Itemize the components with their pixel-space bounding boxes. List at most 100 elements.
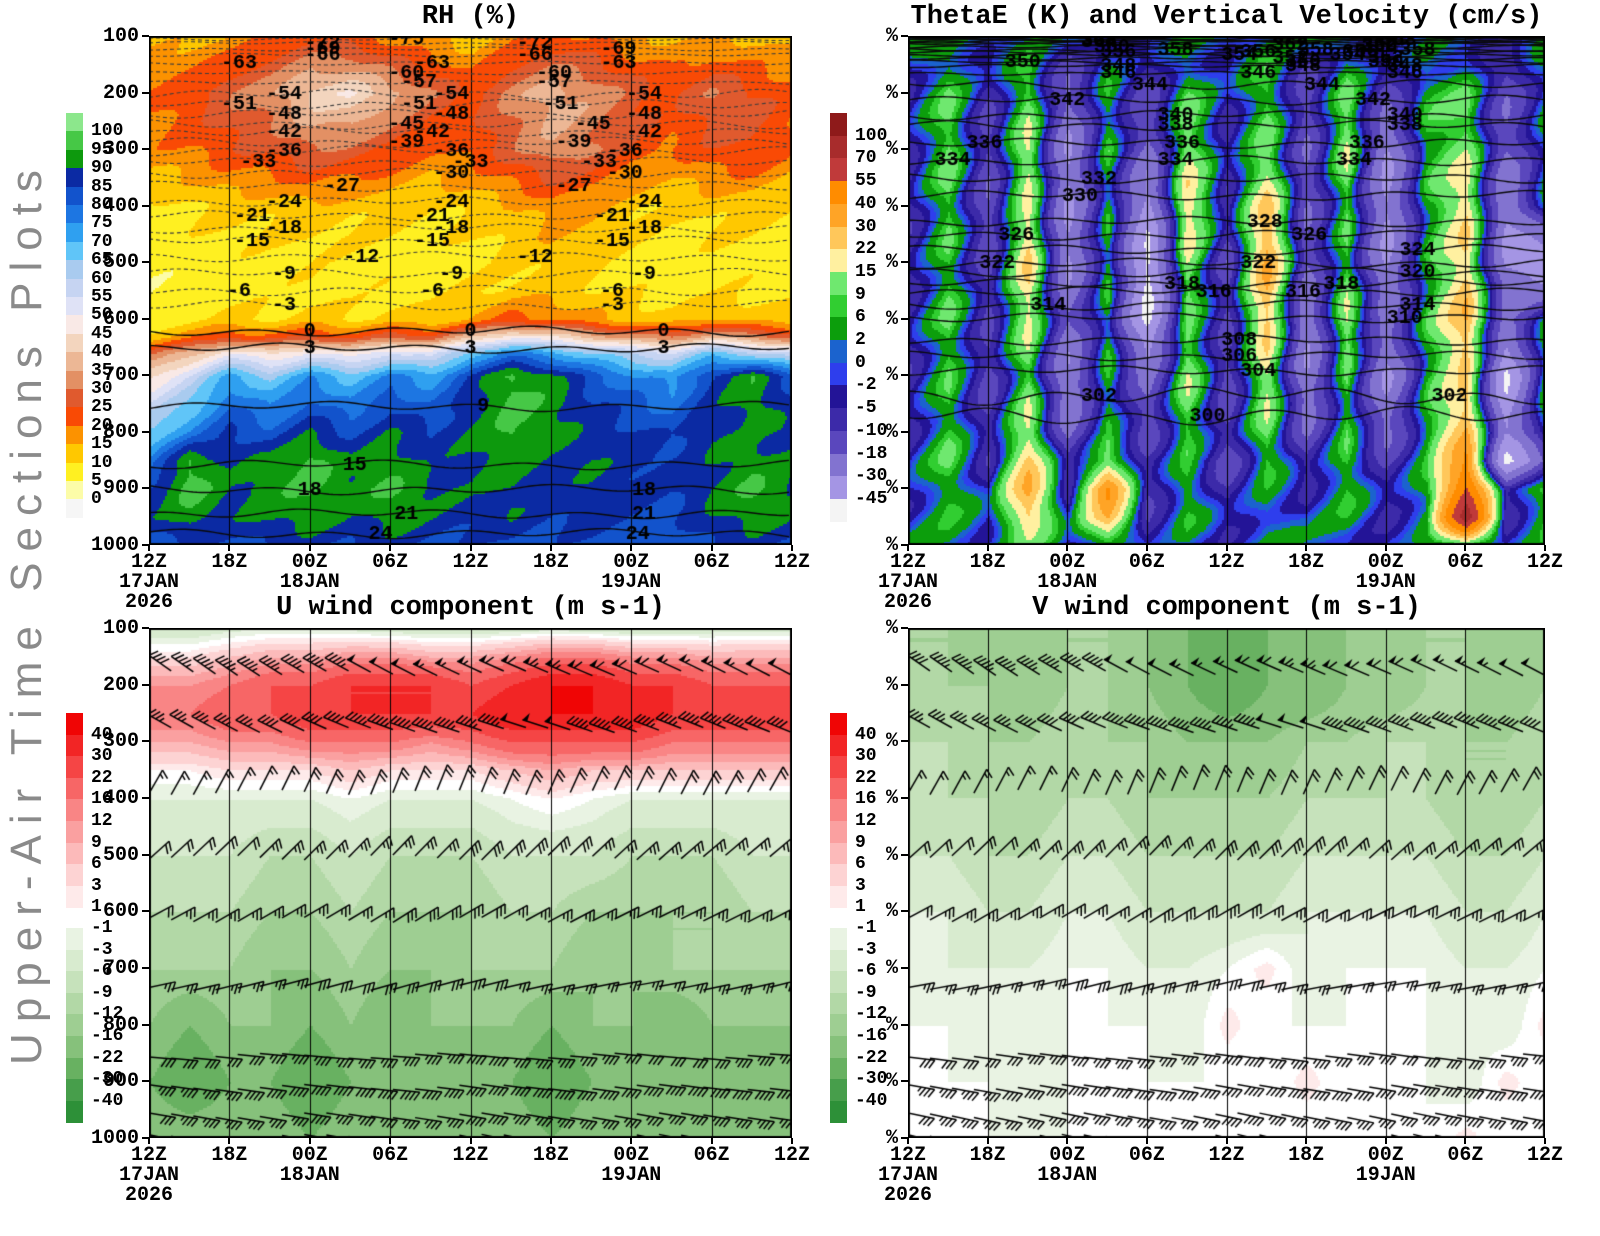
colorbar-segment [66,370,83,390]
colorbar-label: 50 [91,305,113,326]
colorbar-segment [830,971,847,994]
colorbar-segment [830,135,847,159]
colorbar-label: 6 [855,854,866,875]
colorbar-segment [66,949,83,972]
x-axis-date-label: 18JAN [279,1164,340,1187]
colorbar-label: -1 [855,918,877,938]
x-axis-tick-label: 18Z [1288,1144,1325,1167]
colorbar-segment [66,205,83,224]
x-axis-date-label: 18JAN [279,571,340,594]
colorbar-segment [66,1014,83,1037]
y-axis-tickmark [142,740,149,743]
x-axis-tick-label: 00Z [613,1144,650,1167]
y-axis-tick-label: 700 [102,364,139,388]
x-axis-date-label: 17JAN [877,1164,938,1187]
colorbar-label: -40 [91,1090,124,1111]
x-axis-tickmark [630,545,633,551]
y-axis-tickmark [901,1080,908,1083]
colorbar-segment [830,713,847,736]
x-axis-tickmark [710,545,713,551]
x-axis-date-label: 19JAN [601,1164,662,1187]
x-axis-tick-label: 18Z [532,551,569,574]
x-axis-tickmark [308,545,311,551]
x-axis-tick-label: 12Z [889,1144,926,1167]
y-axis-tick-label: % [885,787,898,810]
colorbar-segment [830,498,847,523]
colorbar-label: -30 [855,1069,888,1090]
y-axis-tickmark [901,1137,908,1139]
colorbar-segment [66,462,83,482]
colorbar-label: -9 [855,982,877,1003]
x-axis-tickmark [710,1138,713,1144]
x-axis-date-label: 17JAN [118,1164,179,1187]
colorbar-segment [66,971,83,994]
x-axis-tick-label: 12Z [452,551,489,574]
colorbar-label: -2 [855,375,877,396]
colorbar-label: 40 [91,724,113,745]
colorbar-segment [66,499,83,519]
colorbar-label: 16 [91,789,113,810]
x-axis-tick-label: 12Z [1208,551,1245,574]
colorbar-segment [830,885,847,908]
y-axis-tick-label: 200 [102,673,139,697]
x-axis-date-label: 18JAN [1037,571,1098,594]
y-axis-tickmark [901,740,908,743]
x-axis-tick-label: 00Z [291,551,328,574]
y-axis-tickmark [142,627,149,629]
y-axis-tick-label: % [885,1013,898,1037]
colorbar-label: 55 [855,171,877,192]
colorbar-label: 45 [91,323,113,344]
x-axis-date-label: 2026 [883,591,932,614]
y-axis-tickmark [901,683,908,686]
rh-panel-title: RH (%) [421,2,520,32]
colorbar-label: 30 [855,746,877,767]
colorbar-label: 30 [855,216,877,237]
colorbar-segment [830,1057,847,1080]
colorbar-label: 15 [91,434,113,455]
thetae-vv-panel-plot [908,36,1545,545]
colorbar-segment [66,885,83,908]
x-axis-tick-label: 06Z [1128,1144,1165,1167]
y-axis-tick-label: % [885,617,898,640]
colorbar-segment [66,425,83,445]
colorbar-segment [830,928,847,951]
x-axis-tick-label: 06Z [372,551,409,574]
colorbar-segment [66,407,83,427]
x-axis-tickmark [1225,1138,1228,1144]
colorbar-segment [830,181,847,205]
colorbar-label: 85 [91,176,113,197]
x-axis-tick-label: 06Z [1447,551,1484,574]
colorbar-label: -30 [855,466,888,487]
colorbar-label: 100 [91,121,124,142]
x-axis-tickmark [228,545,231,551]
colorbar-label: -6 [91,961,113,982]
y-axis-tick-label: % [885,194,898,218]
colorbar-label: 40 [91,342,113,363]
colorbar-segment [66,1036,83,1059]
colorbar-segment [66,713,83,736]
x-axis-tickmark [308,1138,311,1144]
x-axis-tickmark [469,545,472,551]
colorbar-segment [66,315,83,335]
y-axis-tick-label: 800 [102,420,139,444]
colorbar-label: -16 [855,1026,888,1046]
y-axis-tickmark [142,683,149,686]
y-axis-tickmark [142,317,149,320]
colorbar-label: -6 [855,961,877,982]
colorbar-segment [830,113,847,137]
x-axis-tick-label: 06Z [1128,551,1165,574]
y-axis-tickmark [901,967,908,969]
x-axis-tickmark [549,545,552,551]
colorbar-segment [830,1036,847,1059]
colorbar-label: 80 [91,195,113,215]
x-axis-tickmark [1384,1138,1387,1144]
y-axis-tickmark [901,430,908,433]
colorbar-segment [830,734,847,757]
colorbar-segment [66,149,83,169]
y-axis-tick-label: % [885,25,898,48]
colorbar-label: 20 [91,415,113,436]
x-axis-tickmark [228,1138,231,1144]
y-axis-tickmark [901,317,908,320]
colorbar-label: 9 [91,832,102,853]
colorbar-label: 22 [91,767,113,788]
